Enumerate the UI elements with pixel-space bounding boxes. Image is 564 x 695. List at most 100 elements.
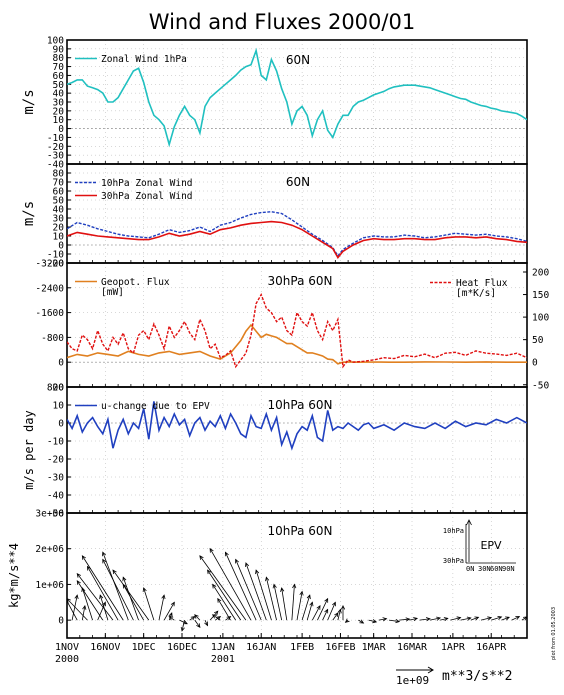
figure-title: Wind and Fluxes 2000/01: [149, 10, 415, 34]
flux-arrow-head: [309, 601, 314, 607]
flux-arrow-head: [255, 569, 260, 575]
panel-annotation: 10hPa 60N: [268, 524, 333, 538]
flux-arrow: [181, 620, 185, 631]
flux-arrow: [511, 616, 520, 621]
flux-arrow: [306, 602, 313, 621]
flux-arrow: [399, 618, 410, 621]
flux-arrow-head: [161, 594, 166, 600]
flux-arrow-head: [226, 616, 232, 621]
flux-arrow: [71, 595, 78, 621]
y-tick-label: 0: [58, 616, 64, 627]
flux-arrow: [204, 619, 208, 626]
y-tick-label: -40: [47, 160, 64, 171]
flux-arrow: [358, 619, 364, 624]
y-right-tick-label: 0: [532, 358, 538, 369]
flux-arrow: [480, 617, 492, 621]
flux-arrow: [450, 617, 461, 621]
legend-label: 30hPa Zonal Wind: [101, 191, 193, 202]
flux-arrow: [207, 569, 242, 621]
flux-arrow: [388, 619, 400, 622]
series-line-2: [67, 292, 527, 369]
flux-arrow-head: [382, 617, 388, 622]
flux-arrow: [97, 602, 106, 621]
footer: 1e+09 m**3/s**2 plot from 01.05.2003: [396, 607, 557, 687]
flux-arrow: [67, 600, 78, 621]
y-tick-label: -800: [41, 333, 64, 344]
flux-arrow-head: [62, 592, 65, 596]
flux-arrow-head: [212, 583, 217, 589]
flux-arrow-head: [340, 604, 346, 610]
flux-arrow-head: [102, 551, 106, 557]
series-line-1: [67, 47, 527, 148]
y-tick-label: 90: [53, 44, 65, 55]
flux-arrow-head: [199, 555, 204, 560]
flux-arrow: [460, 617, 471, 621]
flux-arrow-head: [359, 619, 365, 624]
flux-arrow: [429, 617, 441, 621]
series-line-2: [67, 220, 527, 260]
flux-arrow: [212, 614, 221, 621]
flux-arrow-head: [170, 601, 175, 607]
x-year-label: 2001: [211, 654, 235, 665]
flux-arrow-head: [265, 576, 270, 582]
flux-arrow: [521, 616, 527, 621]
y-right-tick-label: 200: [532, 268, 549, 279]
flux-arrow: [217, 598, 231, 621]
legend-label: u-change due to EPV: [101, 401, 210, 412]
flux-arrow-head: [316, 605, 321, 610]
flux-arrow: [81, 587, 93, 621]
x-tick-label: 16MAR: [397, 642, 428, 653]
y-tick-label: 40: [53, 89, 65, 100]
flux-arrow-head: [62, 609, 65, 613]
panel-annotation: 60N: [286, 175, 310, 189]
flux-arrow: [194, 614, 201, 621]
flux-arrow: [199, 555, 247, 621]
inset-arrow-head: [466, 519, 472, 526]
flux-arrow: [163, 602, 175, 621]
x-tick-label: 1MAR: [362, 642, 387, 653]
flux-arrow-head: [425, 617, 431, 622]
flux-arrow-head: [292, 583, 297, 589]
flux-arrow-head: [183, 620, 188, 625]
y-right-tick-label: 100: [532, 313, 549, 324]
flux-arrow: [245, 562, 267, 621]
flux-arrow-head: [299, 590, 304, 596]
flux-arrow-head: [334, 612, 339, 618]
flux-arrow-head: [204, 621, 208, 627]
y-tick-label: 20: [53, 383, 65, 394]
flux-arrow-head: [211, 614, 217, 619]
flux-arrow: [81, 555, 124, 621]
flux-arrow: [194, 619, 201, 628]
flux-arrow: [409, 617, 418, 621]
flux-arrow: [143, 587, 155, 621]
y-tick-label: -1600: [35, 308, 64, 319]
scale-arrow-label: 1e+09: [396, 674, 429, 687]
flux-arrow: [99, 595, 109, 621]
x-tick-label: 16JAN: [246, 642, 276, 653]
flux-arrow-head: [213, 610, 219, 616]
panel-5: 0 1e+06 2e+06 3e+06 kg*m/s**4 10hPa 60N 10hPa 3…: [7, 509, 528, 639]
inset-x-label: 30N: [478, 565, 491, 573]
inset-x-label: 0N: [466, 565, 474, 573]
flux-arrow-head: [235, 558, 239, 564]
y-tick-label: 100: [47, 36, 64, 47]
flux-arrow-head: [456, 616, 462, 621]
y-tick-label: 60: [53, 71, 65, 82]
y-tick-label: 40: [53, 205, 65, 216]
y-tick-label: -30: [47, 151, 64, 162]
flux-arrow: [281, 587, 288, 621]
flux-arrow-head: [337, 608, 342, 614]
y-tick-label: 30: [53, 98, 65, 109]
y-tick-label: 0: [58, 419, 64, 430]
plot-note: plot from 01.05.2003: [551, 607, 557, 660]
y-tick-label: 20: [53, 106, 65, 117]
legend-unit: [mW]: [101, 287, 124, 298]
flux-arrow: [158, 595, 165, 621]
panels: -40-30-20-100102030405060708090100m/s60N…: [7, 36, 549, 639]
inset-x-label: 90N: [502, 565, 515, 573]
legend-label: Geopot. Flux: [101, 277, 170, 288]
y-tick-label: 50: [53, 196, 65, 207]
flux-arrow-head: [395, 619, 401, 624]
